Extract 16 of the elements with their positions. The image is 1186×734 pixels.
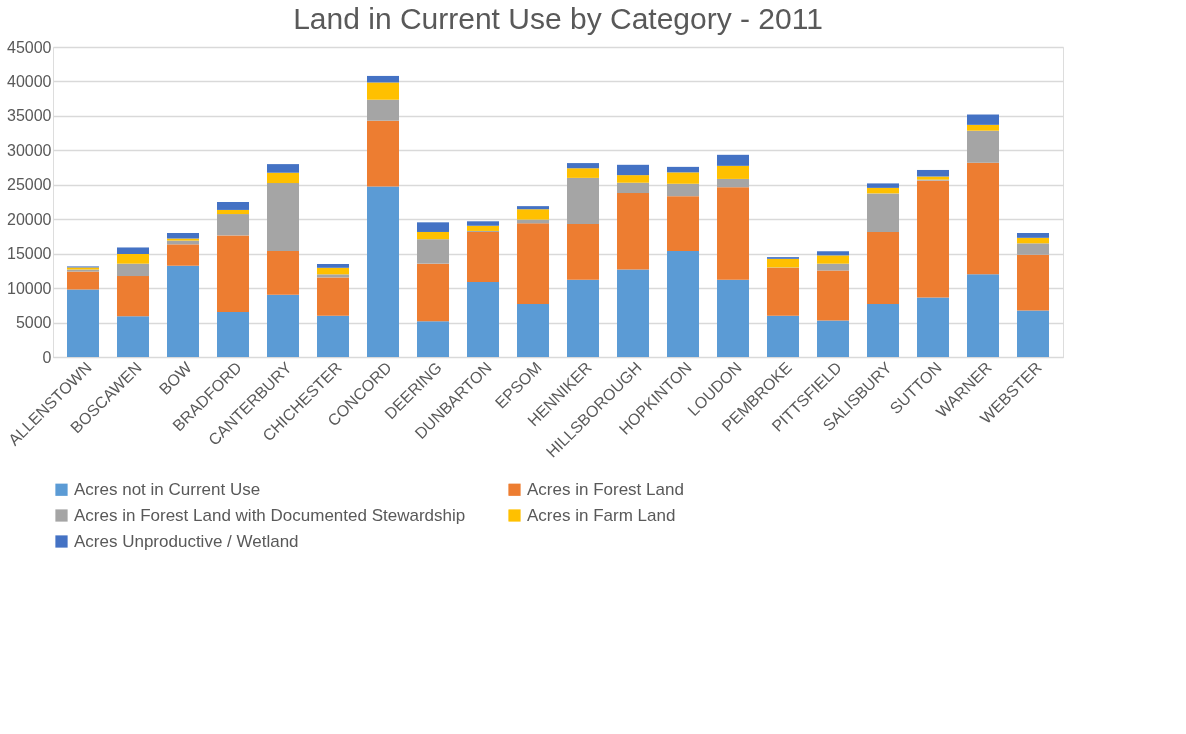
y-tick-label: 5000	[15, 314, 52, 332]
legend-label: Acres Unproductive / Wetland	[74, 531, 299, 551]
y-tick-label: 10000	[7, 279, 52, 297]
y-tick-label: 20000	[7, 210, 52, 228]
y-tick-label: 45000	[7, 38, 52, 56]
y-tick-label: 30000	[7, 141, 52, 159]
y-tick-label: 35000	[7, 107, 52, 125]
y-tick-label: 0	[42, 348, 52, 366]
legend-label: Acres not in Current Use	[74, 479, 261, 499]
y-tick-label: 25000	[7, 176, 52, 194]
legend-label: Acres in Farm Land	[527, 505, 676, 525]
chart-title: Land in Current Use by Category - 2011	[293, 2, 823, 35]
y-tick-label: 40000	[7, 72, 52, 90]
legend-label: Acres in Forest Land with Documented Stewardship	[74, 505, 466, 525]
legend-label: Acres in Forest Land	[527, 479, 684, 499]
y-tick-label: 15000	[7, 245, 52, 263]
